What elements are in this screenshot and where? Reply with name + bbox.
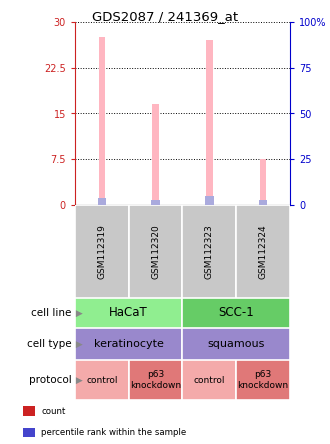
Text: ▶: ▶ [73, 340, 83, 349]
Text: p63
knockdown: p63 knockdown [238, 370, 289, 390]
Bar [259, 200, 267, 205]
Bar [182, 298, 290, 328]
Bar [206, 40, 213, 205]
Text: protocol: protocol [29, 375, 72, 385]
Bar [182, 328, 290, 360]
Text: HaCaT: HaCaT [109, 306, 148, 320]
Bar [236, 205, 290, 298]
Text: GSM112319: GSM112319 [97, 224, 106, 279]
Text: count: count [41, 407, 66, 416]
Text: ▶: ▶ [73, 309, 83, 317]
Bar [152, 104, 159, 205]
Bar [236, 360, 290, 400]
Bar [260, 159, 266, 205]
Text: cell type: cell type [27, 339, 72, 349]
Text: GSM112320: GSM112320 [151, 224, 160, 279]
Text: control: control [194, 376, 225, 385]
Bar [129, 360, 182, 400]
Text: p63
knockdown: p63 knockdown [130, 370, 181, 390]
Text: percentile rank within the sample: percentile rank within the sample [41, 428, 186, 437]
Text: GSM112323: GSM112323 [205, 224, 214, 279]
Bar [182, 205, 236, 298]
Text: squamous: squamous [208, 339, 265, 349]
Bar [98, 198, 106, 205]
Bar [75, 205, 129, 298]
Bar [75, 328, 182, 360]
Text: cell line: cell line [31, 308, 72, 318]
Text: SCC-1: SCC-1 [218, 306, 254, 320]
Text: control: control [86, 376, 117, 385]
Bar [205, 196, 214, 205]
Text: GSM112324: GSM112324 [259, 224, 268, 279]
Text: GDS2087 / 241369_at: GDS2087 / 241369_at [92, 10, 238, 23]
Bar [151, 200, 160, 205]
Text: keratinocyte: keratinocyte [94, 339, 164, 349]
Text: ▶: ▶ [73, 376, 83, 385]
Bar [75, 360, 129, 400]
Bar [129, 205, 182, 298]
Bar [182, 360, 236, 400]
Bar [99, 37, 105, 205]
Bar [75, 298, 182, 328]
